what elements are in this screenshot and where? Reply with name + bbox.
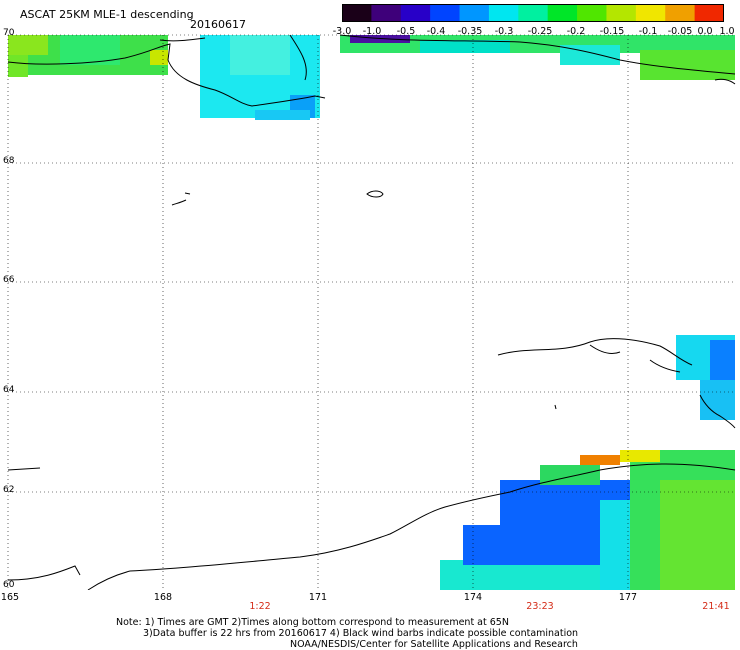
lon-label: 168 <box>153 592 173 603</box>
colorbar-swatch <box>371 4 402 22</box>
data-swaths <box>8 35 735 590</box>
colorbar-swatch <box>400 4 431 22</box>
lat-label: 64 <box>3 385 15 395</box>
colorbar-label: 0.0 <box>697 26 713 37</box>
colorbar-swatch <box>577 4 607 22</box>
colorbar-label: -3.0 <box>332 26 352 37</box>
coastlines <box>7 34 736 590</box>
note-line-1: Note: 1) Times are GMT 2)Times along bot… <box>116 617 509 628</box>
lat-label: 68 <box>3 156 15 166</box>
colorbar-swatch <box>459 4 490 22</box>
colorbar <box>342 4 724 22</box>
colorbar-label: -0.5 <box>396 26 416 37</box>
colorbar-labels: -3.0 -1.0 -0.5 -0.4 -0.35 -0.3 -0.25 -0.… <box>330 26 740 38</box>
colorbar-label: -0.35 <box>457 26 483 37</box>
grid <box>7 34 735 588</box>
colorbar-label: -0.3 <box>494 26 514 37</box>
map-title: ASCAT 25KM MLE-1 descending <box>20 8 194 21</box>
lon-label: 171 <box>308 592 328 603</box>
lat-label: 66 <box>3 275 15 285</box>
note-line-3: NOAA/NESDIS/Center for Satellite Applica… <box>290 639 578 650</box>
colorbar-label: -1.0 <box>362 26 382 37</box>
colorbar-swatch <box>635 4 666 22</box>
colorbar-label: -0.15 <box>599 26 625 37</box>
colorbar-swatch <box>518 4 549 22</box>
colorbar-swatch <box>547 4 578 22</box>
colorbar-label: -0.05 <box>667 26 693 37</box>
colorbar-swatch <box>606 4 637 22</box>
note-line-2: 3)Data buffer is 22 hrs from 20160617 4)… <box>143 628 579 639</box>
lat-label: 70 <box>3 28 15 38</box>
colorbar-label: -0.25 <box>527 26 553 37</box>
colorbar-swatch <box>665 4 696 22</box>
colorbar-label: -0.2 <box>566 26 586 37</box>
colorbar-swatch <box>488 4 519 22</box>
colorbar-label: -0.4 <box>426 26 446 37</box>
lon-label: 165 <box>0 592 20 603</box>
lat-label: 60 <box>3 580 15 590</box>
lat-label: 62 <box>3 485 15 495</box>
wind-map <box>7 34 736 590</box>
lon-label: 177 <box>618 592 638 603</box>
colorbar-label: -0.1 <box>638 26 658 37</box>
lon-label: 174 <box>463 592 483 603</box>
time-label: 23:23 <box>526 601 554 612</box>
time-label: 21:41 <box>702 601 730 612</box>
map-date: 20160617 <box>190 18 246 31</box>
colorbar-border <box>342 4 724 22</box>
colorbar-swatch <box>342 4 372 22</box>
time-label: 1:22 <box>249 601 271 612</box>
colorbar-label: 1.0 <box>719 26 735 37</box>
colorbar-swatch <box>430 4 461 22</box>
colorbar-swatch <box>694 4 724 22</box>
